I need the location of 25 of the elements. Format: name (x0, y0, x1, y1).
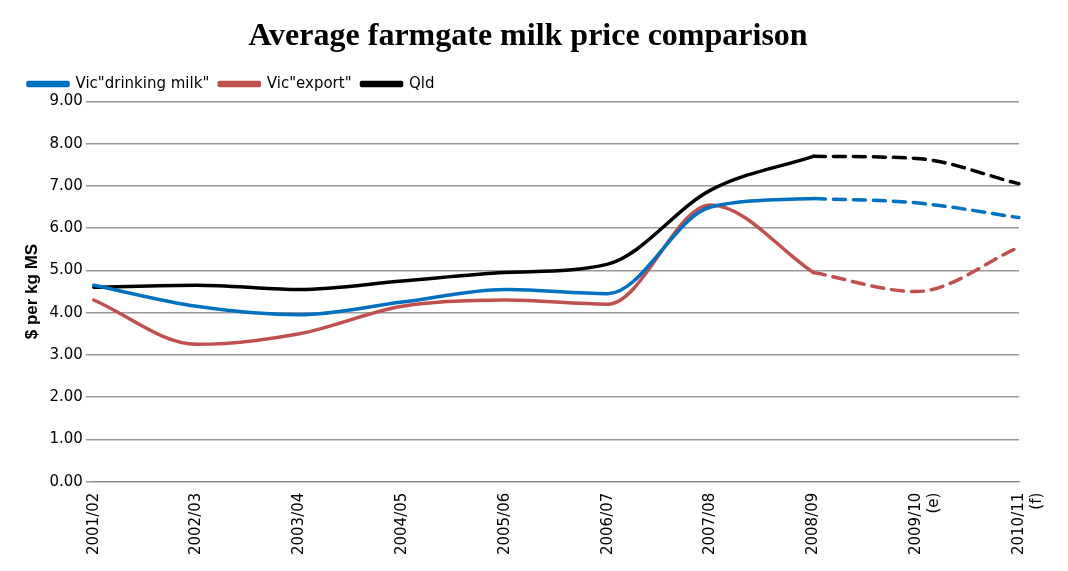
y-tick-label: 9.00 (49, 91, 83, 110)
y-axis-title: $ per kg MS (21, 243, 41, 340)
x-tick-label: 2010/11 (f) (1008, 492, 1045, 556)
y-tick-label: 6.00 (49, 218, 83, 237)
y-tick-label: 8.00 (49, 133, 83, 152)
legend-label: Vic"export" (266, 73, 352, 92)
x-tick-label: 2003/04 (289, 492, 308, 556)
legend-label: Qld (409, 73, 435, 92)
x-tick-label: 2008/09 (803, 492, 822, 556)
x-tick-label: 2002/03 (186, 492, 205, 556)
y-tick-label: 4.00 (49, 302, 83, 321)
legend-label: Vic"drinking milk" (75, 73, 210, 92)
y-tick-label: 2.00 (49, 387, 83, 406)
x-tick-label: 2004/05 (392, 492, 411, 556)
y-tick-label: 5.00 (49, 260, 83, 279)
x-tick-label: 2009/10 (e) (906, 492, 943, 556)
chart-title: Average farmgate milk price comparison (248, 16, 808, 53)
x-tick-label: 2005/06 (494, 492, 513, 556)
y-tick-label: 0.00 (49, 471, 83, 490)
y-tick-label: 1.00 (49, 429, 83, 448)
y-tick-label: 7.00 (49, 175, 83, 194)
y-tick-label: 3.00 (49, 344, 83, 363)
x-tick-label: 2007/08 (700, 492, 719, 556)
x-tick-label: 2006/07 (597, 492, 616, 556)
x-tick-label: 2001/02 (83, 492, 102, 556)
